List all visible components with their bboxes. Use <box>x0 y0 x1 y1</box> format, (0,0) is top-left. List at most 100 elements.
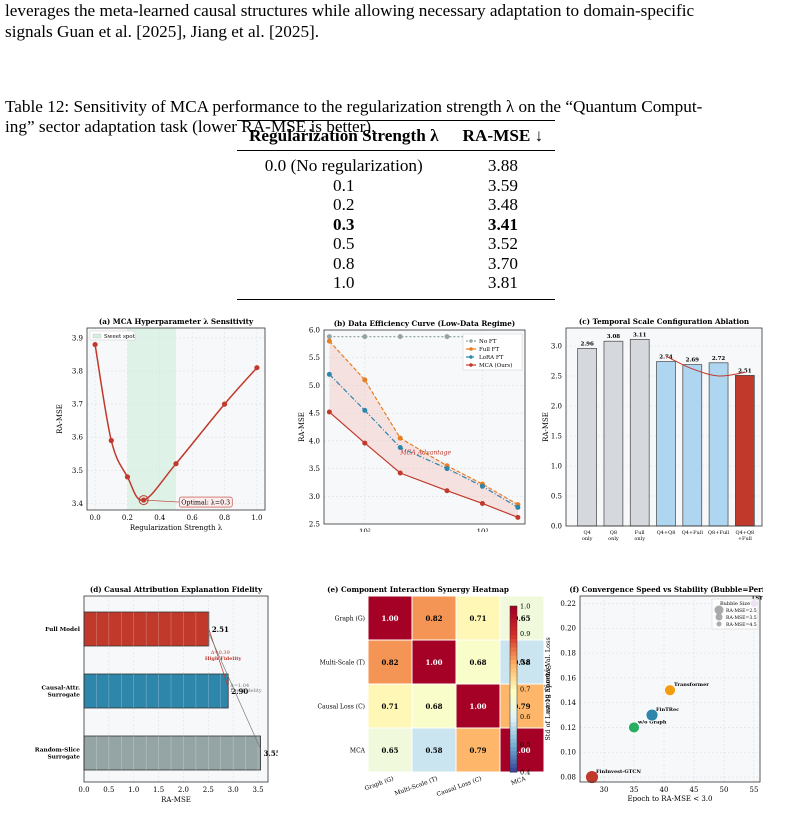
table-row: 0.1 3.59 <box>237 176 555 196</box>
legend-label: Full FT <box>479 347 499 353</box>
paragraph-line: signals Guan et al. [2025], Jiang et al.… <box>5 22 320 41</box>
table-cell: 3.41 <box>487 214 518 234</box>
x-tick-label: Q4+Full <box>682 530 704 536</box>
colorbar-segment <box>510 697 517 702</box>
colorbar-segment <box>510 639 517 644</box>
bubble <box>645 708 659 722</box>
colorbar-tick-label: 0.6 <box>520 713 530 721</box>
data-point <box>254 365 260 371</box>
colorbar-segment <box>510 668 517 673</box>
table-cell: 3.59 <box>487 175 518 195</box>
chart-title: (d) Causal Attribution Explanation Fidel… <box>90 585 263 594</box>
x-tick-label: Q8 <box>610 530 617 536</box>
data-point <box>362 440 368 446</box>
data-label: 2.74 <box>659 355 673 361</box>
data-point <box>515 504 521 510</box>
colorbar-segment <box>510 659 517 665</box>
data-point <box>397 435 403 441</box>
y-tick-label: Causal Loss (C) <box>318 704 365 711</box>
legend-marker <box>714 605 724 615</box>
x-tick-label: 30 <box>600 786 609 794</box>
cell-value: 1.00 <box>381 614 398 623</box>
column-header: Regularization Strength λ <box>237 120 451 151</box>
point-label: FinInvest-GTCN <box>596 769 641 775</box>
bubble <box>585 770 599 784</box>
colorbar-segment <box>510 738 517 744</box>
colorbar-segment <box>510 647 517 653</box>
colorbar-segment <box>510 742 517 748</box>
data-point <box>397 334 403 340</box>
x-tick-label: 0.0 <box>78 786 89 794</box>
legend-title: Bubble Size <box>720 601 750 607</box>
x-tick-label: 0.2 <box>122 514 133 522</box>
x-tick-label: Q4+Q8 <box>735 530 754 536</box>
bar <box>656 361 676 527</box>
table-cell: 3.88 <box>487 156 518 175</box>
chart-temporal-ablation: (c) Temporal Scale Configuration Ablatio… <box>542 317 763 542</box>
colorbar-segment <box>510 680 517 686</box>
colorbar-tick-label: 0.7 <box>520 686 530 694</box>
annotation-label: Low Fidelity <box>230 688 262 694</box>
data-label: 3.08 <box>607 334 621 340</box>
y-tick-label: 0.0 <box>551 523 562 531</box>
table-row-best: 0.3 3.41 <box>237 215 555 235</box>
cell-value: 0.68 <box>469 658 486 667</box>
table-cell: 0.5 <box>333 234 355 253</box>
y-tick-label: 0.5 <box>551 493 562 501</box>
chart-convergence-stability: (f) Convergence Speed vs Stability (Bubb… <box>544 585 763 802</box>
bar <box>629 339 650 527</box>
colorbar-segment <box>510 610 517 615</box>
x-tick-label: Graph (G) <box>364 775 395 792</box>
x-tick-label: 0.5 <box>103 786 114 794</box>
x-tick-label: MCA <box>510 775 527 787</box>
table-cell: 0.8 <box>333 253 355 273</box>
colorbar-label: Synergy Score <box>544 665 552 713</box>
plot-frame <box>565 327 763 527</box>
y-tick-label: 0.08 <box>560 774 576 782</box>
series-line <box>328 373 519 508</box>
legend-swatch <box>92 333 102 339</box>
plot-frame <box>86 327 266 511</box>
colorbar-segment <box>510 676 517 682</box>
heatmap-cell <box>455 595 501 641</box>
bubble <box>628 721 640 734</box>
x-tick-label: 1.0 <box>251 514 262 522</box>
y-tick-label: 4.0 <box>309 437 320 445</box>
legend-box <box>462 333 523 371</box>
colorbar-segment <box>510 614 517 619</box>
data-point <box>479 500 485 506</box>
x-tick-label: 10² <box>359 528 371 532</box>
paragraph-line: leverages the meta-learned causal struct… <box>5 1 695 20</box>
cell-value: 0.82 <box>381 658 398 667</box>
colorbar-segment <box>510 734 517 740</box>
table-cell: 3.48 <box>487 195 518 214</box>
bar <box>682 364 703 527</box>
data-point <box>479 483 485 489</box>
x-tick-label: Causal Loss (C) <box>436 775 483 798</box>
table-cell: 0.1 <box>333 175 355 195</box>
data-point <box>173 461 179 467</box>
colorbar-tick-label: 0.9 <box>520 630 530 638</box>
heatmap-cell <box>411 639 457 685</box>
x-tick-label: Multi-Scale (T) <box>394 775 439 797</box>
table-cell: 0.2 <box>333 195 355 214</box>
colorbar-segment <box>510 630 517 636</box>
data-point <box>362 407 368 413</box>
data-label: 3.11 <box>633 332 647 338</box>
y-tick-label: 3.0 <box>309 493 320 501</box>
bar <box>83 735 261 771</box>
column-header: RA-MSE ↓ <box>450 120 556 151</box>
y-tick-label: Random-Slice <box>35 748 81 754</box>
colorbar-segment <box>510 763 517 769</box>
x-tick-label: 10³ <box>477 528 489 532</box>
colorbar-segment <box>510 651 517 657</box>
caption-line: Table 12: Sensitivity of MCA performance… <box>5 97 703 116</box>
y-axis-label: RA-MSE <box>56 404 64 434</box>
bar <box>708 362 729 527</box>
chart-title: (c) Temporal Scale Configuration Ablatio… <box>579 317 750 326</box>
data-label: 2.90 <box>231 687 248 696</box>
colorbar-segment <box>510 701 517 707</box>
x-tick-label: only <box>582 536 593 542</box>
y-tick-label: 0.12 <box>560 724 576 732</box>
sweet-spot-band <box>127 328 176 510</box>
